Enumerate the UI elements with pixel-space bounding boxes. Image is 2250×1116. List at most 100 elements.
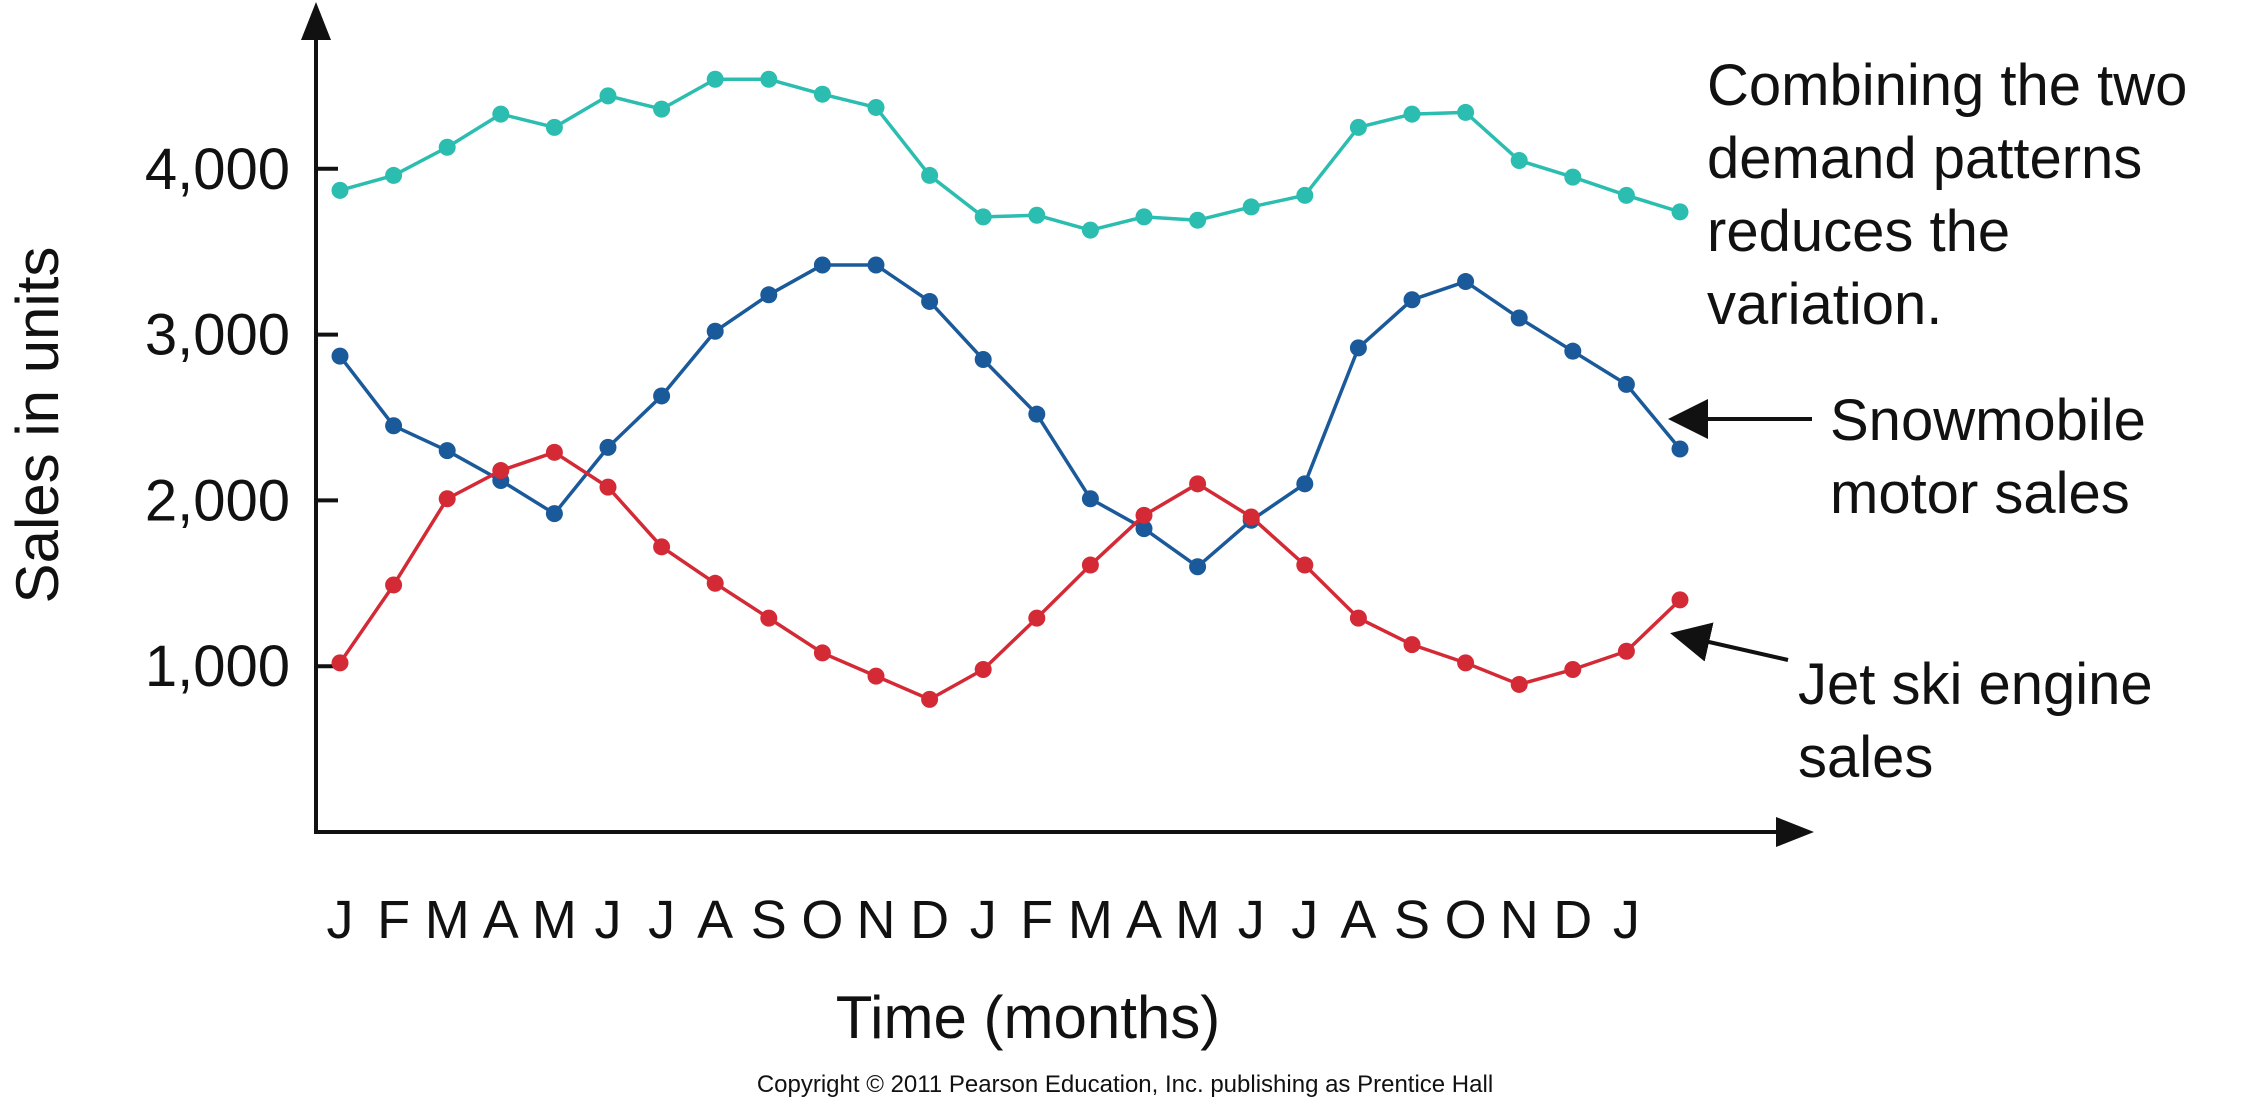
annotation-jetski: Jet ski engine sales: [1670, 622, 2153, 790]
data-point-combined: [1135, 208, 1153, 226]
copyright-notice: Copyright © 2011 Pearson Education, Inc.…: [757, 1071, 1493, 1098]
x-tick-label: O: [801, 890, 843, 950]
data-point-snowmobile: [921, 292, 939, 310]
x-tick-label: F: [1020, 890, 1053, 950]
data-point-combined: [545, 118, 563, 136]
data-point-combined: [599, 87, 617, 105]
data-point-snowmobile: [438, 442, 456, 460]
data-point-jetski: [653, 538, 671, 556]
x-tick-label: J: [648, 890, 675, 950]
data-point-jetski: [1564, 661, 1582, 679]
annotation-combined-line-3: reduces the: [1707, 199, 2010, 264]
data-point-combined: [1296, 186, 1314, 204]
data-point-jetski: [1349, 609, 1367, 627]
x-tick-label: A: [697, 890, 733, 950]
data-point-combined: [492, 105, 510, 123]
data-point-snowmobile: [1296, 475, 1314, 493]
data-point-jetski: [1135, 506, 1153, 524]
data-point-combined: [438, 138, 456, 156]
data-point-jetski: [331, 654, 349, 672]
data-point-snowmobile: [1457, 273, 1475, 291]
data-point-jetski: [545, 443, 563, 461]
data-point-combined: [1081, 221, 1099, 239]
data-point-combined: [1510, 152, 1528, 170]
x-axis-title: Time (months): [836, 984, 1221, 1051]
x-tick-label: A: [1126, 890, 1162, 950]
x-tick-label: N: [857, 890, 896, 950]
y-axis-arrow-icon: [301, 2, 331, 40]
data-point-jetski: [1242, 508, 1260, 526]
data-point-jetski: [867, 667, 885, 685]
data-point-combined: [1189, 211, 1207, 229]
x-tick-label: D: [1553, 890, 1592, 950]
x-tick-label: D: [910, 890, 949, 950]
data-point-snowmobile: [1510, 309, 1528, 327]
annotation-jetski-line-1: Jet ski engine: [1798, 652, 2153, 717]
y-tick-label: 2,000: [145, 468, 290, 533]
x-tick-label: J: [595, 890, 622, 950]
annotation-combined-line-1: Combining the two: [1707, 53, 2187, 118]
data-point-combined: [921, 166, 939, 184]
x-tick-label: J: [1613, 890, 1640, 950]
annotation-jetski-line-2: sales: [1798, 725, 1933, 790]
data-point-snowmobile: [653, 387, 671, 405]
annotation-combined: Combining the two demand patterns reduce…: [1707, 53, 2187, 337]
data-point-jetski: [813, 644, 831, 662]
x-tick-label: J: [327, 890, 354, 950]
data-point-jetski: [385, 576, 403, 594]
x-tick-label: M: [425, 890, 470, 950]
data-point-snowmobile: [760, 286, 778, 304]
series-combined: [331, 70, 1689, 239]
x-tick-label: F: [377, 890, 410, 950]
data-point-combined: [813, 85, 831, 103]
x-tick-label: M: [532, 890, 577, 950]
data-point-snowmobile: [1564, 342, 1582, 360]
data-point-snowmobile: [1403, 291, 1421, 309]
axes: [301, 2, 1814, 847]
data-point-jetski: [1617, 642, 1635, 660]
x-tick-label: A: [483, 890, 519, 950]
data-point-snowmobile: [1671, 440, 1689, 458]
x-tick-label: M: [1068, 890, 1113, 950]
data-point-snowmobile: [331, 347, 349, 365]
y-axis-title: Sales in units: [4, 247, 71, 604]
annotation-snowmobile-line-2: motor sales: [1830, 461, 2130, 526]
data-point-snowmobile: [1189, 558, 1207, 576]
data-point-jetski: [1081, 556, 1099, 574]
x-tick-label: A: [1340, 890, 1376, 950]
data-point-jetski: [1457, 654, 1475, 672]
data-point-jetski: [921, 690, 939, 708]
y-tick-label: 1,000: [145, 634, 290, 699]
x-tick-label: J: [1238, 890, 1265, 950]
data-point-combined: [1403, 105, 1421, 123]
x-axis-arrow-icon: [1776, 817, 1814, 847]
data-point-jetski: [706, 574, 724, 592]
data-point-snowmobile: [385, 417, 403, 435]
x-tick-label: M: [1175, 890, 1220, 950]
data-point-combined: [1349, 118, 1367, 136]
x-tick-label: S: [751, 890, 787, 950]
data-point-snowmobile: [599, 438, 617, 456]
series-line-jetski: [338, 450, 1682, 702]
data-point-jetski: [1189, 475, 1207, 493]
x-tick-label: J: [970, 890, 997, 950]
data-point-snowmobile: [1135, 520, 1153, 538]
data-point-combined: [867, 98, 885, 116]
data-point-combined: [385, 166, 403, 184]
y-ticks: 1,000 2,000 3,000 4,000: [145, 137, 338, 699]
data-point-snowmobile: [1081, 490, 1099, 508]
data-point-jetski: [1296, 556, 1314, 574]
jetski-pointer-arrow-icon: [1670, 622, 1789, 662]
data-point-jetski: [1028, 609, 1046, 627]
data-point-snowmobile: [1617, 375, 1635, 393]
data-point-combined: [974, 208, 992, 226]
data-point-snowmobile: [1028, 405, 1046, 423]
data-point-jetski: [974, 661, 992, 679]
data-point-snowmobile: [1349, 339, 1367, 357]
data-point-jetski: [438, 490, 456, 508]
data-point-snowmobile: [974, 350, 992, 368]
annotation-snowmobile-line-1: Snowmobile: [1830, 388, 2146, 453]
data-point-snowmobile: [867, 256, 885, 274]
